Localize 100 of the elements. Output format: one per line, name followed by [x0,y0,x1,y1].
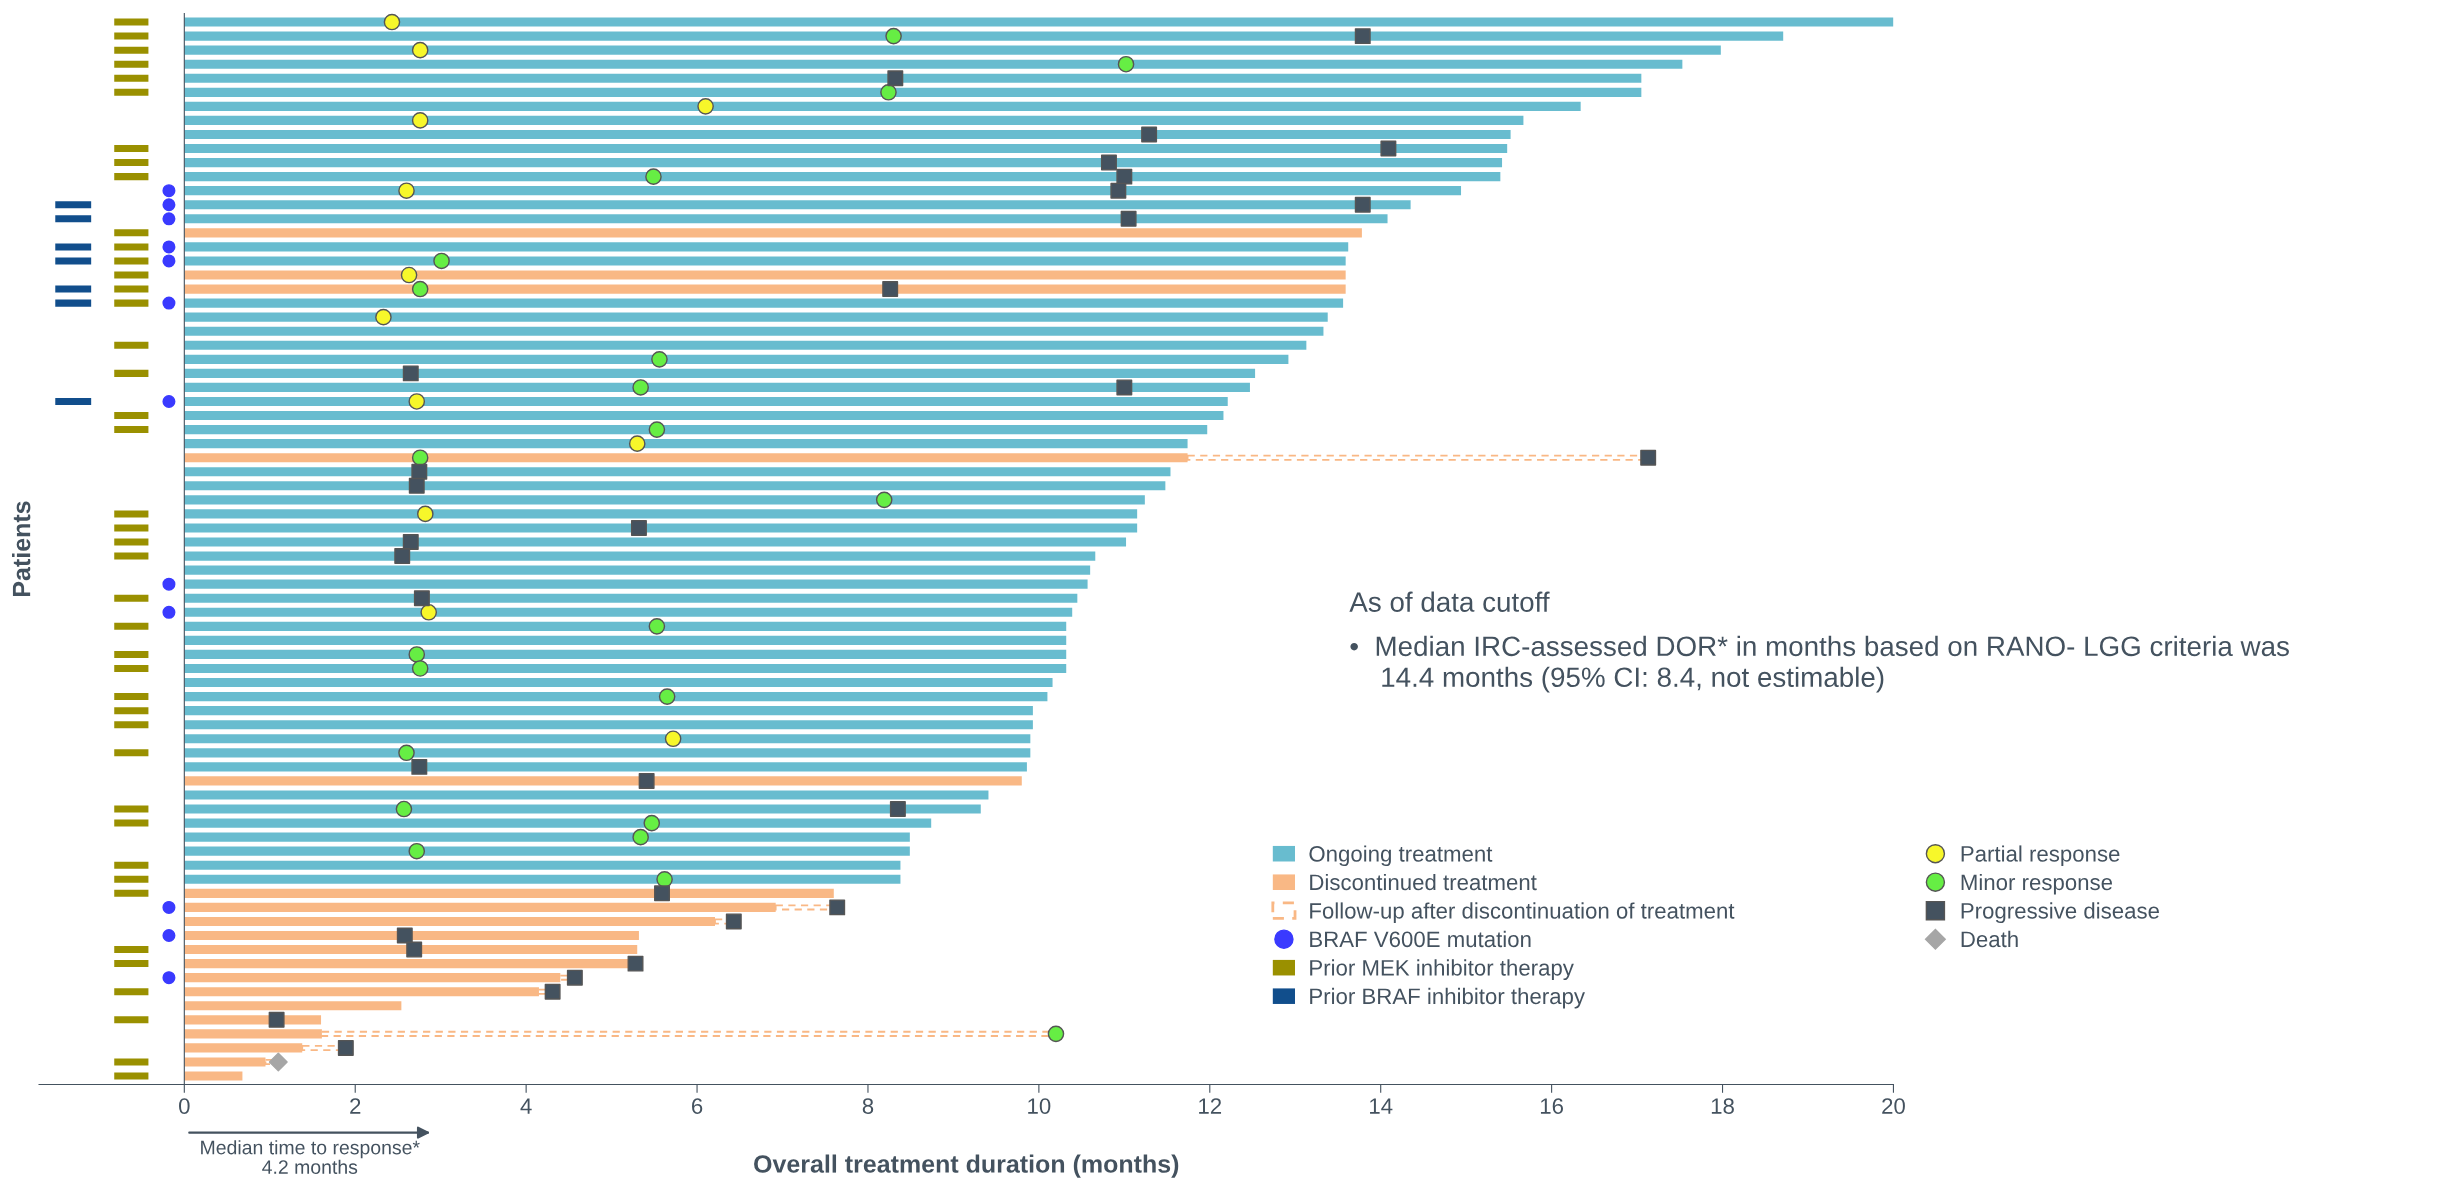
bar [55,299,92,307]
point [268,1052,288,1072]
bar [114,510,149,518]
point [697,98,714,115]
bar [184,59,1683,69]
bar [184,228,1362,238]
point [406,941,423,958]
x-tick-label: 8 [862,1098,874,1114]
point [413,590,430,607]
bar [184,87,1642,97]
point [643,814,661,832]
bar [114,946,149,954]
bar [114,145,149,153]
bar [114,960,149,968]
point [408,842,426,860]
point [400,266,418,284]
bar [184,776,1022,786]
point [544,983,561,1000]
point [654,885,670,902]
bar [114,426,149,434]
bar [184,607,1073,617]
bar [184,439,1188,449]
point [887,70,904,87]
bar [114,988,149,996]
annotation: • Median IRC-assessed DOR* in months based on RANO- LGG criteria was 14.4 months (95% CI: 8.4, not estimable) [1350,635,2289,693]
point [394,548,411,565]
bar [184,256,1346,266]
point [1110,182,1127,199]
bar [184,425,1208,435]
annotation: As of data cutoff [1349,591,1550,612]
point [162,971,176,985]
point [889,801,906,818]
bar [184,621,1067,631]
bar [55,397,92,405]
point [417,505,434,523]
point [162,577,176,591]
point [1120,210,1137,227]
point [402,534,419,550]
bar [184,523,1138,533]
bar [114,173,149,181]
point [1047,1025,1065,1043]
bar [114,159,149,167]
point [162,928,176,943]
bar [114,749,149,757]
bar [184,593,1078,603]
point [411,463,428,480]
legend-label: Ongoing treatment [1309,845,1493,867]
point [632,379,649,396]
bar [184,298,1344,308]
bar [184,200,1411,210]
point [162,900,176,914]
bar [184,396,1228,407]
bar [184,172,1501,182]
text: Median time to response* 4.2 months [201,1140,420,1174]
point [1116,168,1133,185]
point [420,603,438,621]
bar [184,31,1784,41]
bar [184,101,1581,111]
bar [184,214,1388,224]
bar [114,664,149,673]
bar [184,944,638,955]
bar [114,299,149,307]
bar [184,748,1031,758]
point [875,491,893,509]
bar [114,693,149,701]
legend-label: Follow-up after discontinuation of treatment [1310,902,1735,924]
x-tick-label: 20 [1882,1098,1905,1114]
x-axis-title: Overall treatment duration (months) [754,1154,1179,1178]
legend-label: Minor response [1961,873,2113,895]
bar [184,481,1166,491]
point [630,519,647,536]
point [402,365,419,382]
bar [114,46,149,54]
bar [184,677,1053,688]
bar [184,1071,243,1081]
point [880,84,897,101]
point [162,198,176,212]
bar [114,271,149,279]
point [162,212,176,226]
x-tick-label: 14 [1370,1098,1393,1114]
bar [55,243,92,251]
point [396,927,413,944]
point [411,112,429,129]
point [656,870,673,888]
bar [114,861,149,869]
point [337,1039,354,1056]
point [1100,154,1117,171]
point [651,351,668,368]
bar [184,115,1524,125]
bar [114,707,149,715]
bar [114,341,149,349]
bar [114,369,149,377]
bar [184,706,1033,716]
x-tick-label: 0 [179,1098,190,1114]
bar [184,649,1067,660]
x-tick-label: 18 [1711,1098,1734,1114]
point [645,168,662,185]
point [433,252,450,270]
point [638,772,655,789]
bar [184,692,1048,702]
